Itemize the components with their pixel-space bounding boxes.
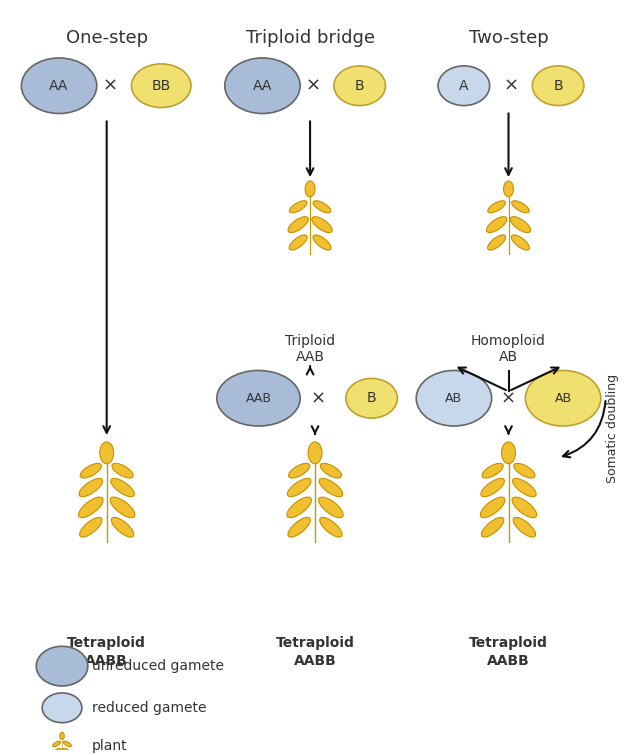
Ellipse shape [481, 479, 505, 497]
Ellipse shape [512, 235, 530, 250]
Text: ×: × [501, 390, 516, 407]
Text: B: B [367, 391, 376, 405]
Ellipse shape [42, 693, 82, 723]
Ellipse shape [290, 201, 307, 213]
Ellipse shape [320, 464, 341, 478]
Ellipse shape [78, 497, 103, 518]
Ellipse shape [53, 741, 61, 747]
Ellipse shape [503, 181, 514, 197]
Ellipse shape [480, 497, 505, 518]
Ellipse shape [60, 732, 64, 739]
Ellipse shape [112, 517, 134, 537]
Text: AABB: AABB [487, 655, 530, 668]
Ellipse shape [510, 217, 531, 233]
Text: B: B [355, 79, 364, 93]
Text: Tetraploid: Tetraploid [67, 636, 146, 650]
Ellipse shape [416, 371, 492, 426]
Text: AB: AB [499, 350, 518, 364]
Ellipse shape [287, 497, 311, 518]
Text: ×: × [102, 77, 117, 94]
Text: AAB: AAB [246, 392, 272, 405]
Ellipse shape [80, 517, 102, 537]
Text: unreduced gamete: unreduced gamete [92, 659, 224, 673]
Ellipse shape [225, 58, 300, 113]
Ellipse shape [305, 181, 315, 197]
Ellipse shape [525, 371, 601, 426]
Text: AABB: AABB [85, 655, 128, 668]
Ellipse shape [110, 497, 135, 518]
Text: AA: AA [49, 79, 69, 93]
Ellipse shape [512, 497, 537, 518]
Text: ×: × [504, 77, 519, 94]
Text: A: A [459, 79, 468, 93]
Ellipse shape [488, 201, 505, 213]
Ellipse shape [486, 217, 507, 233]
Ellipse shape [501, 442, 516, 464]
Ellipse shape [100, 442, 114, 464]
Ellipse shape [308, 442, 322, 464]
Ellipse shape [289, 235, 307, 250]
Text: ×: × [306, 77, 321, 94]
Text: AB: AB [554, 392, 572, 405]
Text: AB: AB [445, 392, 463, 405]
Ellipse shape [346, 378, 397, 418]
Ellipse shape [288, 464, 310, 478]
Ellipse shape [313, 201, 330, 213]
Text: AABB: AABB [293, 655, 336, 668]
Ellipse shape [63, 748, 72, 755]
Text: plant: plant [92, 738, 128, 753]
Ellipse shape [80, 464, 101, 478]
Text: Tetraploid: Tetraploid [469, 636, 548, 650]
Text: Triploid bridge: Triploid bridge [246, 29, 375, 47]
Text: Triploid: Triploid [285, 334, 335, 348]
Ellipse shape [482, 517, 504, 537]
Text: Tetraploid: Tetraploid [276, 636, 355, 650]
Ellipse shape [312, 217, 332, 233]
Ellipse shape [21, 58, 97, 113]
Ellipse shape [482, 464, 503, 478]
Ellipse shape [112, 464, 133, 478]
Ellipse shape [111, 479, 135, 497]
Text: reduced gamete: reduced gamete [92, 701, 206, 715]
Ellipse shape [319, 479, 343, 497]
Ellipse shape [513, 517, 535, 537]
Text: One-step: One-step [66, 29, 148, 47]
Ellipse shape [79, 479, 103, 497]
Ellipse shape [52, 748, 61, 755]
Ellipse shape [288, 517, 310, 537]
Ellipse shape [438, 66, 489, 106]
Text: BB: BB [152, 79, 171, 93]
Ellipse shape [532, 66, 584, 106]
Ellipse shape [487, 235, 506, 250]
Ellipse shape [318, 497, 343, 518]
Ellipse shape [288, 217, 308, 233]
Text: AA: AA [253, 79, 272, 93]
Ellipse shape [217, 371, 300, 426]
Ellipse shape [512, 201, 530, 213]
Ellipse shape [514, 464, 535, 478]
Ellipse shape [287, 479, 311, 497]
Ellipse shape [512, 479, 536, 497]
Text: AAB: AAB [295, 350, 325, 364]
Ellipse shape [320, 517, 342, 537]
Ellipse shape [36, 646, 88, 686]
Text: Two-step: Two-step [469, 29, 549, 47]
Text: ×: × [311, 390, 325, 407]
Ellipse shape [63, 741, 71, 747]
Ellipse shape [131, 64, 191, 107]
Text: B: B [553, 79, 563, 93]
Ellipse shape [313, 235, 331, 250]
Text: Somatic doubling: Somatic doubling [606, 374, 619, 482]
Ellipse shape [334, 66, 385, 106]
Text: Homoploid: Homoploid [471, 334, 546, 348]
